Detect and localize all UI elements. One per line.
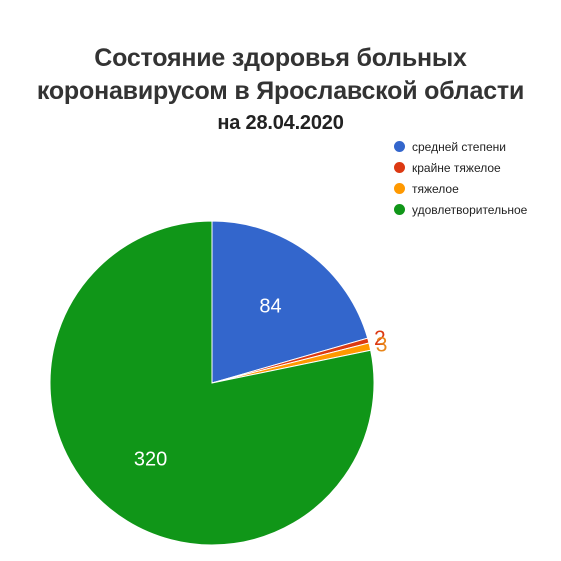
chart-legend: средней степени крайне тяжелое тяжелое у… — [394, 136, 527, 220]
chart-title: Состояние здоровья больных коронавирусом… — [0, 42, 561, 138]
pie-slice-satisfactory — [49, 220, 375, 546]
data-label-satisfactory: 320 — [134, 448, 167, 470]
data-label-severe: 3 — [376, 333, 388, 356]
legend-item-severe: тяжелое — [394, 178, 527, 199]
legend-swatch-moderate — [394, 141, 405, 152]
legend-item-critical: крайне тяжелое — [394, 157, 527, 178]
legend-label-satisfactory: удовлетворительное — [412, 202, 528, 217]
chart-subtitle: на 28.04.2020 — [217, 112, 344, 134]
legend-swatch-critical — [394, 162, 405, 173]
legend-item-satisfactory: удовлетворительное — [394, 199, 527, 220]
chart-title-line-2: коронавирусом в Ярославской области — [36, 77, 525, 105]
legend-swatch-severe — [394, 183, 405, 194]
data-label-critical: 2 — [374, 327, 386, 350]
data-label-moderate: 84 — [259, 295, 281, 317]
legend-label-severe: тяжелое — [412, 181, 459, 196]
legend-item-moderate: средней степени — [394, 136, 527, 157]
legend-swatch-satisfactory — [394, 204, 405, 215]
legend-label-critical: крайне тяжелое — [412, 160, 501, 175]
pie-data-labels: 84 23 320 — [134, 295, 388, 470]
legend-label-moderate: средней степени — [412, 139, 506, 154]
chart-title-line-1: Состояние здоровья больных — [94, 44, 467, 72]
pie-slice-moderate — [211, 220, 369, 384]
pie-slices — [49, 220, 375, 546]
